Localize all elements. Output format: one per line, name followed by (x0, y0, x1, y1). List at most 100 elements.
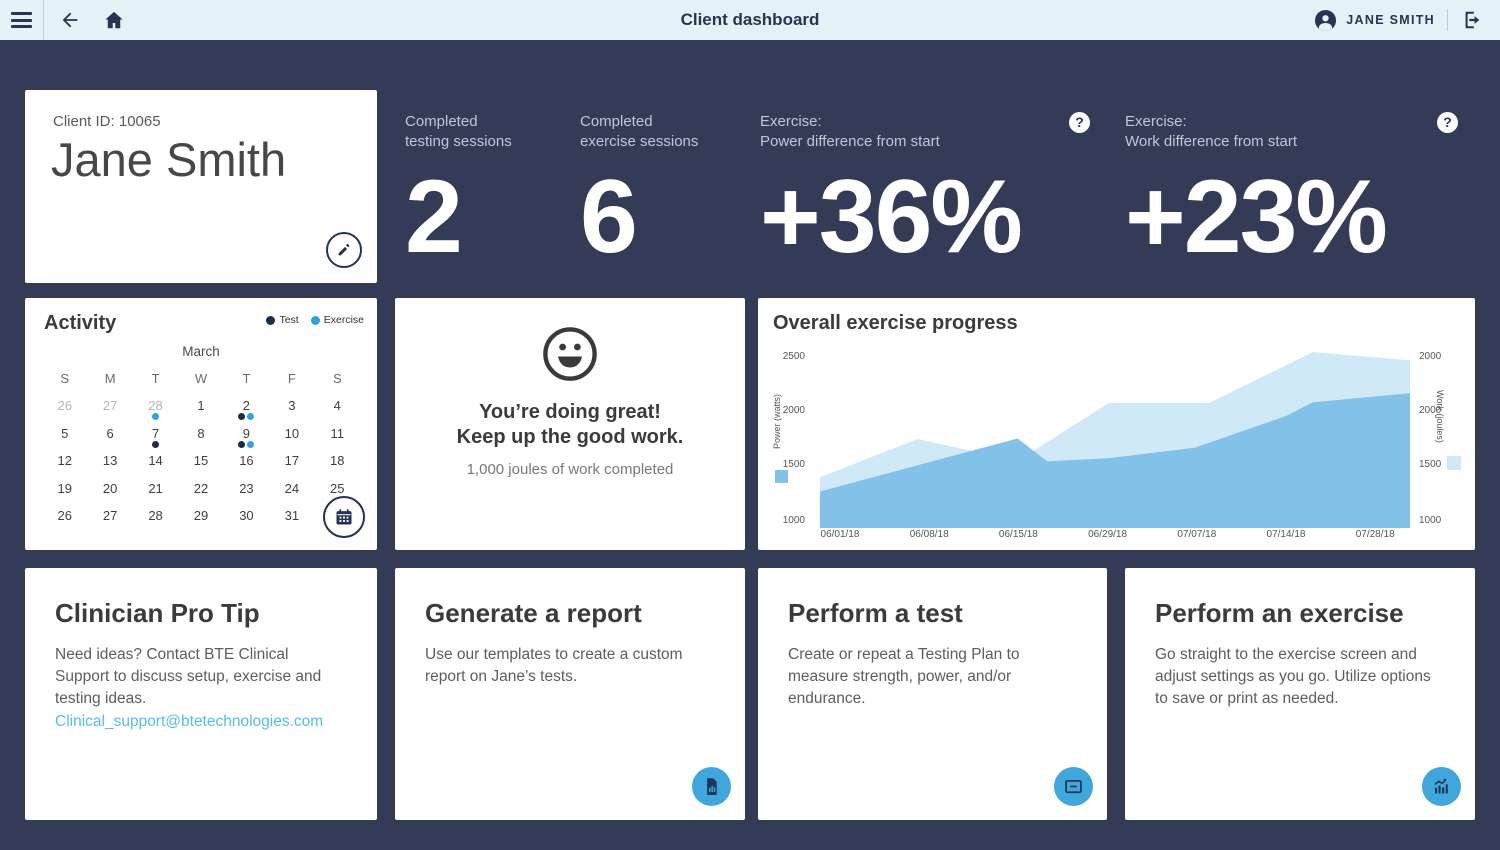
calendar-day[interactable]: 22 (193, 480, 209, 496)
perform-test-card: Perform a test Create or repeat a Testin… (758, 568, 1107, 820)
y-tick-right: 2000 (1419, 405, 1442, 416)
test-dot-icon (266, 315, 276, 325)
calendar-week-row: 19 20 21 22 23 24 25 (42, 481, 360, 509)
calendar-day[interactable]: 29 (193, 508, 209, 524)
calendar-day[interactable]: 14 (148, 453, 163, 469)
calendar-day[interactable]: 11 (330, 425, 345, 441)
calendar-day[interactable]: 28 (148, 508, 163, 524)
stat-label-line1: Exercise: (760, 113, 822, 130)
calendar-icon (336, 509, 352, 525)
stat-value: 6 (580, 159, 638, 275)
client-id: Client ID: 10065 (53, 113, 161, 130)
calendar-day[interactable]: 4 (333, 398, 341, 413)
y-tick-right: 1000 (1419, 515, 1442, 526)
legend-test-label: Test (279, 314, 299, 326)
x-tick-label: 07/07/18 (1177, 529, 1217, 540)
x-tick-label: 06/29/18 (1088, 529, 1128, 540)
test-dot (238, 440, 246, 448)
stat-label-line2: testing sessions (405, 133, 512, 150)
top-bar-right: JANE SMITH (1314, 8, 1500, 32)
top-bar-divider (1447, 9, 1448, 31)
exercise-dot-icon (310, 315, 320, 325)
back-arrow-icon (62, 12, 78, 28)
calendar-day[interactable]: 26 (57, 398, 72, 413)
help-icon-power[interactable]: ? (1069, 112, 1090, 133)
perform-exercise-button[interactable] (1422, 767, 1461, 806)
encouragement-subtext: 1,000 joules of work completed (466, 461, 674, 478)
calendar-day[interactable]: 27 (102, 508, 118, 524)
calendar-day[interactable]: 20 (102, 480, 118, 496)
generate-report-button[interactable] (692, 767, 731, 806)
activity-title: Activity (44, 312, 117, 334)
exercise-progress-card: Overall exercise progress 2500 2000 1500 10… (758, 298, 1475, 550)
clinician-pro-tip-card: Clinician Pro Tip Need ideas? Contact BT… (25, 568, 377, 820)
stat-label-line1: Completed (580, 113, 653, 130)
calendar-day[interactable]: 12 (57, 453, 72, 469)
back-button[interactable] (58, 8, 82, 32)
perform-exercise-card: Perform an exercise Go straight to the e… (1125, 568, 1475, 820)
stat-work-difference: Exercise: Work difference from start +23… (1125, 112, 1388, 269)
calendar-day[interactable]: 19 (57, 480, 72, 496)
exercise-chart-icon (1434, 778, 1448, 794)
calendar-day[interactable]: 6 (106, 425, 114, 441)
calendar-day[interactable]: 7 (133, 426, 178, 454)
calendar-day-header: S (60, 371, 70, 386)
user-menu[interactable]: JANE SMITH (1314, 9, 1435, 32)
calendar-day[interactable]: 24 (284, 480, 300, 496)
legend-exercise-label: Exercise (323, 314, 364, 326)
calendar-day-header: T (151, 371, 160, 386)
legend-test: Test (266, 314, 299, 326)
menu-button[interactable] (0, 0, 44, 40)
encouragement-card: You’re doing great! Keep up the good wor… (395, 298, 745, 550)
y-tick-left: 1500 (782, 459, 805, 470)
calendar-day[interactable]: 25 (330, 480, 345, 496)
open-calendar-button[interactable] (323, 496, 365, 538)
support-email-link[interactable]: Clinical_support@btetechnologies.com (55, 713, 324, 730)
calendar-day[interactable]: 13 (102, 453, 118, 469)
calendar-day[interactable]: 26 (57, 508, 72, 524)
calendar-day-header: T (242, 371, 251, 386)
calendar-day[interactable]: 5 (61, 425, 69, 441)
calendar-day[interactable]: 15 (193, 453, 209, 469)
page-title: Client dashboard (680, 10, 820, 29)
stat-label-line2: Work difference from start (1125, 133, 1298, 150)
y-tick-right: 2000 (1419, 351, 1442, 362)
stat-label-line2: Power difference from start (760, 133, 940, 150)
calendar-day[interactable]: 31 (284, 508, 300, 524)
perform-test-button[interactable] (1054, 767, 1093, 806)
calendar-day[interactable]: 30 (239, 508, 254, 524)
calendar-day[interactable]: 27 (102, 398, 118, 413)
home-icon (105, 11, 123, 29)
y-tick-left: 2500 (782, 351, 805, 362)
calendar-day[interactable]: 3 (288, 398, 296, 413)
stat-label-line2: exercise sessions (580, 133, 699, 150)
calendar-day[interactable]: 21 (148, 480, 163, 496)
test-dot (152, 440, 160, 448)
client-name: Jane Smith (51, 133, 287, 186)
calendar-day[interactable]: 18 (330, 453, 345, 469)
report-icon (707, 778, 717, 795)
calendar-day[interactable]: 10 (284, 425, 300, 441)
exercise-dot (247, 413, 255, 420)
stat-exercise-sessions: Completed exercise sessions 6 (580, 112, 698, 269)
edit-client-button[interactable] (326, 232, 362, 268)
calendar-day[interactable]: 16 (239, 453, 254, 469)
card-title: Perform a test (788, 598, 963, 628)
calendar-day[interactable]: 1 (197, 398, 205, 413)
calendar-day[interactable]: 23 (239, 480, 254, 496)
calendar-day[interactable]: 9 (224, 426, 269, 454)
help-icon-work[interactable]: ? (1437, 112, 1458, 133)
y-tick-right: 1500 (1419, 459, 1442, 470)
calendar-day[interactable]: 8 (197, 425, 205, 441)
stat-power-difference: Exercise: Power difference from start +3… (760, 112, 1023, 269)
encouragement-line2: Keep up the good work. (456, 426, 684, 448)
logout-button[interactable] (1460, 8, 1484, 32)
home-button[interactable] (102, 8, 126, 32)
area-chart (820, 352, 1410, 528)
calendar-day[interactable]: 2 (224, 398, 269, 426)
calendar-day[interactable]: 28 (133, 398, 178, 426)
y-tick-left: 1000 (782, 515, 805, 526)
activity-legend: Test Exercise (266, 314, 364, 326)
calendar-day[interactable]: 17 (284, 453, 300, 469)
